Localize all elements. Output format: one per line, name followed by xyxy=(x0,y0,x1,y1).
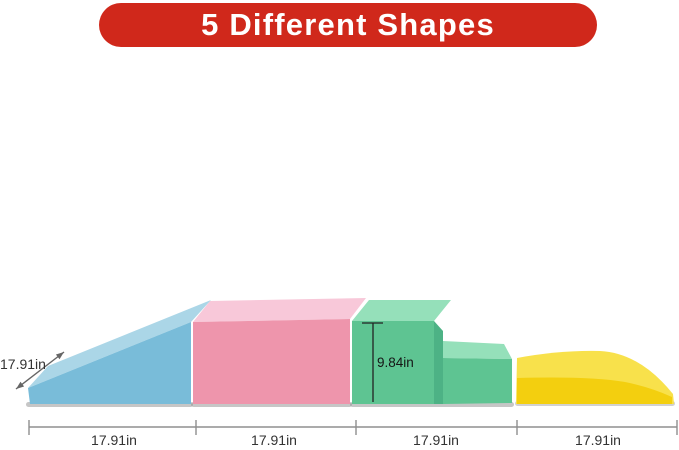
width-label-ramp: 17.91in xyxy=(91,432,137,448)
blue-triangle-ramp xyxy=(28,300,211,404)
height-dimension: 9.84in xyxy=(362,322,414,402)
arrowhead-upper-icon xyxy=(55,352,64,360)
blue-ramp-front-face xyxy=(28,322,191,404)
slope-dimension: 17.91in xyxy=(0,351,65,390)
arrowhead-lower-icon xyxy=(16,381,25,389)
width-label-slide: 17.91in xyxy=(575,432,621,448)
pink-square-block xyxy=(193,298,366,404)
ramp-length-label: 17.91in xyxy=(0,356,46,372)
yellow-curved-slide xyxy=(516,350,674,404)
slope-dimension-line xyxy=(15,351,65,390)
banner-title: 5 Different Shapes xyxy=(201,7,495,42)
step-height-label: 9.84in xyxy=(377,355,414,370)
green-lower-step-front-face xyxy=(443,358,512,404)
width-label-steps: 17.91in xyxy=(413,432,459,448)
green-step-climber xyxy=(352,300,512,404)
width-dimension-scale: 17.91in 17.91in 17.91in 17.91in xyxy=(28,420,678,448)
title-banner: 5 Different Shapes xyxy=(99,3,597,47)
green-step-side-face xyxy=(434,321,443,404)
pink-block-front-face xyxy=(193,319,350,404)
green-upper-step-top-face xyxy=(352,300,451,321)
blue-ramp-top-face xyxy=(28,300,211,388)
green-lower-step-top-face xyxy=(443,341,512,359)
yellow-slide-front-face xyxy=(517,377,672,404)
width-label-block: 17.91in xyxy=(251,432,297,448)
pink-block-top-face xyxy=(193,298,366,322)
